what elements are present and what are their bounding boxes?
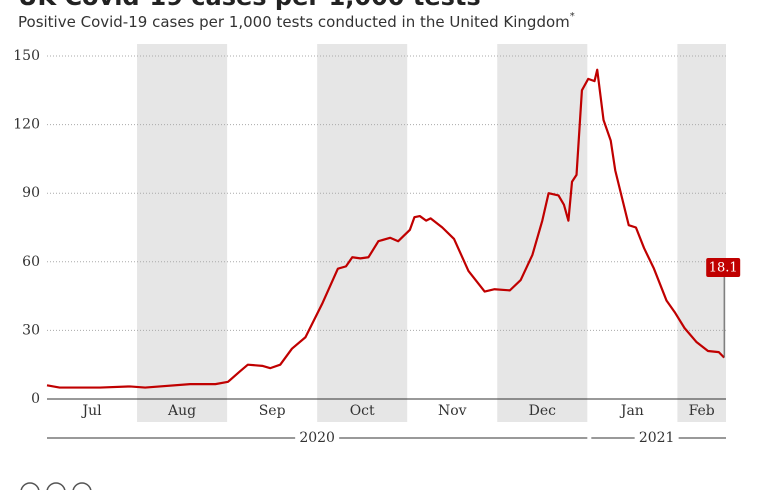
month-band <box>317 44 408 422</box>
y-tick-label: 30 <box>22 322 40 338</box>
y-tick-label: 0 <box>31 391 40 407</box>
x-tick-label: Dec <box>529 403 557 419</box>
month-band <box>137 44 228 422</box>
callout-label: 18.1 <box>709 261 738 276</box>
x-tick-label: Nov <box>438 403 467 419</box>
year-label: 2021 <box>639 430 675 446</box>
x-tick-label: Sep <box>259 403 286 419</box>
y-tick-label: 150 <box>13 48 40 64</box>
icon <box>46 482 66 490</box>
data-line <box>46 68 725 389</box>
chart-subtitle: Positive Covid-19 cases per 1,000 tests … <box>18 11 575 31</box>
subtitle-mark: * <box>570 11 575 22</box>
subtitle-text: Positive Covid-19 cases per 1,000 tests … <box>18 13 570 31</box>
x-tick-label: Jul <box>80 403 102 419</box>
y-tick-label: 120 <box>13 117 40 133</box>
icon <box>20 482 40 490</box>
month-band <box>497 44 588 422</box>
x-tick-label: Jan <box>619 403 644 419</box>
month-band <box>677 44 726 422</box>
y-tick-label: 90 <box>22 185 40 201</box>
year-label: 2020 <box>299 430 335 446</box>
x-tick-label: Feb <box>689 403 715 419</box>
callout-box <box>706 258 741 277</box>
license-icons <box>20 482 92 490</box>
chart-title: UK Covid-19 cases per 1,000 tests <box>18 0 481 11</box>
x-tick-label: Aug <box>167 403 196 419</box>
y-tick-label: 60 <box>22 254 40 270</box>
icon <box>72 482 92 490</box>
x-tick-label: Oct <box>350 403 375 419</box>
